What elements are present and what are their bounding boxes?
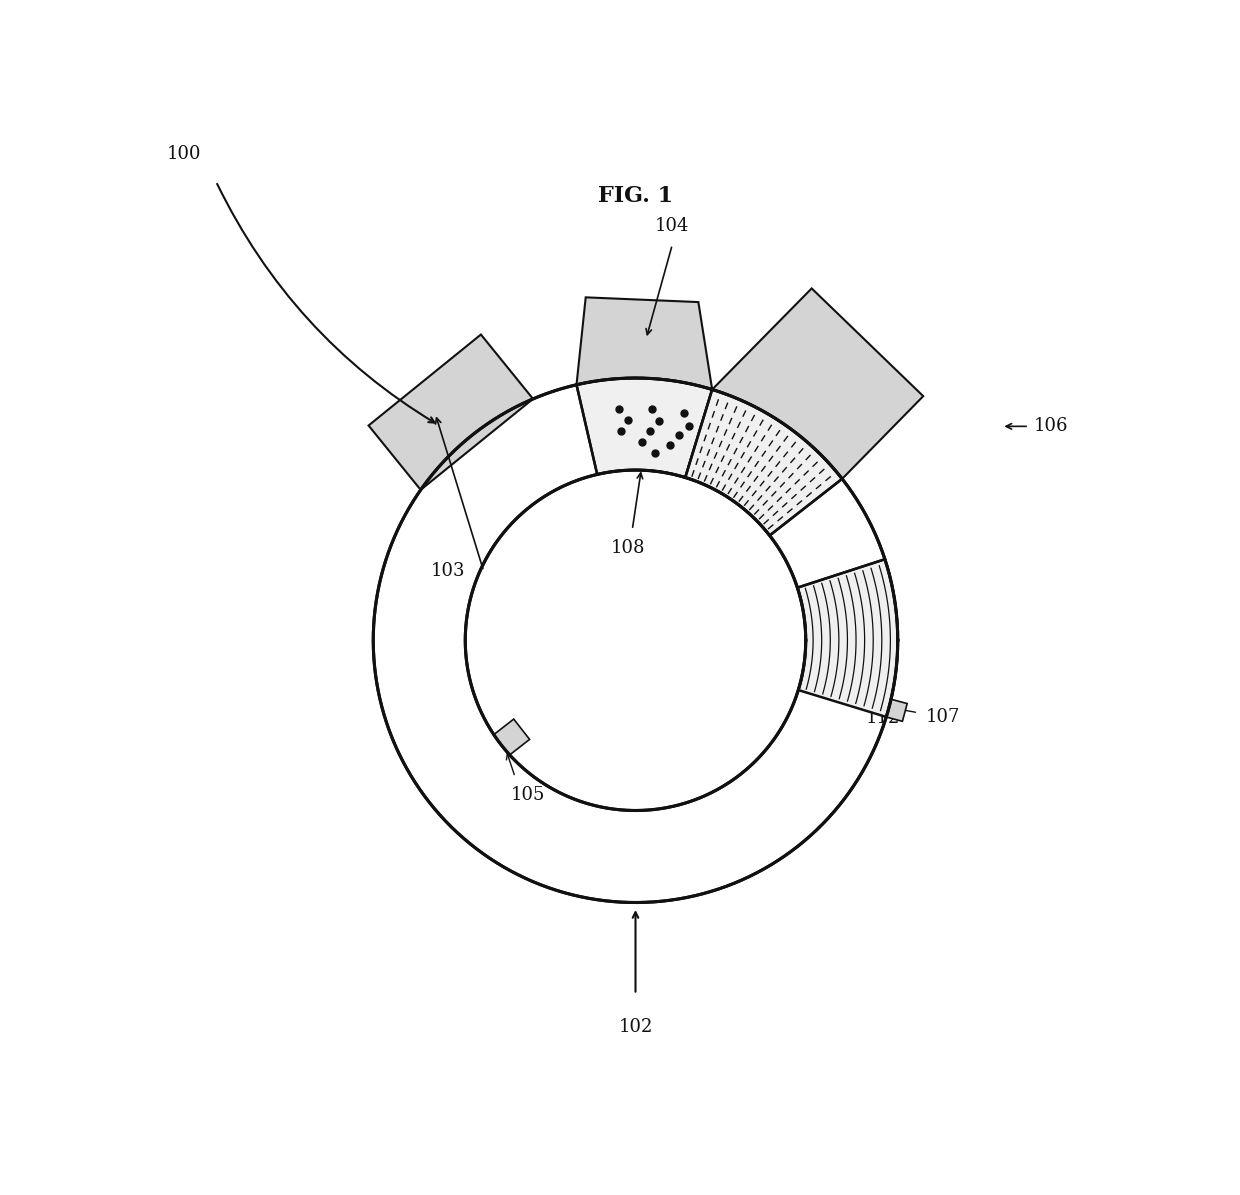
Polygon shape [368, 335, 533, 490]
Polygon shape [712, 288, 924, 479]
Polygon shape [577, 378, 712, 478]
Text: FIG. 1: FIG. 1 [598, 185, 673, 207]
Polygon shape [577, 298, 712, 390]
Text: 100: 100 [167, 145, 202, 163]
Text: 103: 103 [430, 563, 465, 581]
Text: 105: 105 [511, 786, 544, 804]
Text: 107: 107 [925, 709, 960, 727]
Text: 110: 110 [735, 489, 770, 507]
Polygon shape [797, 559, 898, 717]
Text: 108: 108 [610, 539, 645, 557]
Polygon shape [686, 390, 842, 535]
Text: 104: 104 [655, 217, 689, 235]
Text: 106: 106 [1034, 417, 1068, 435]
Polygon shape [494, 719, 529, 755]
Text: 102: 102 [619, 1017, 652, 1036]
Text: 112: 112 [866, 710, 900, 728]
Polygon shape [887, 699, 908, 722]
